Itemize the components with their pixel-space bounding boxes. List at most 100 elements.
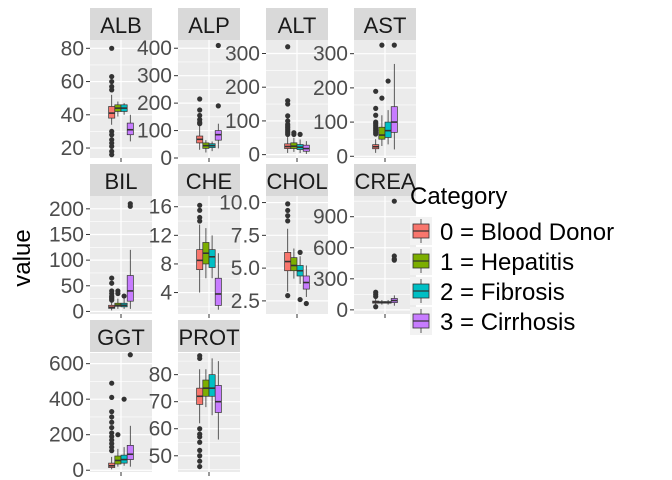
outlier-point [285, 131, 291, 137]
outlier-point [197, 426, 203, 432]
box-group-0 [108, 380, 116, 470]
outlier-point [297, 249, 303, 255]
outlier-point [285, 101, 291, 107]
y-tick-label: 900 [313, 206, 348, 229]
facet-panel-alb: ALB 20 40 60 80 [61, 8, 152, 162]
box-group-1 [290, 130, 298, 152]
outlier-point [121, 396, 127, 402]
facet-panel-prot: PROT 50 60 70 80 [149, 320, 240, 476]
y-tick-label: 100 [313, 111, 348, 134]
box-iqr [208, 374, 216, 397]
legend-label: 0 = Blood Donor [440, 219, 614, 246]
outlier-point [373, 88, 379, 94]
outlier-point [373, 304, 379, 310]
y-tick-label: 300 [313, 268, 348, 291]
box-iqr [390, 106, 398, 133]
outlier-point [197, 355, 203, 362]
outlier-point [109, 409, 115, 415]
facet-strip [90, 320, 152, 352]
legend-items: 0 = Blood Donor 1 = Hepatitis 2 = Fibrosis… [410, 217, 614, 336]
box-group-2 [208, 141, 216, 152]
outlier-point [285, 213, 291, 219]
outlier-point [109, 430, 115, 436]
box-group-3 [126, 201, 134, 309]
outlier-point [197, 447, 203, 453]
outlier-point [109, 45, 115, 51]
facet-panel-crea: CREA 0 300 600 900 [313, 164, 416, 322]
outlier-point [391, 257, 397, 263]
outlier-point [215, 103, 221, 109]
box-iqr [208, 249, 216, 268]
box-group-3 [214, 253, 222, 310]
legend-title: Category [410, 183, 507, 210]
box-group-0 [372, 88, 380, 153]
y-tick-label: 600 [49, 353, 84, 376]
box-group-3 [302, 265, 310, 307]
outlier-point [391, 42, 397, 48]
outlier-point [197, 96, 203, 102]
facet-strip-label: ALB [100, 13, 142, 38]
outlier-point [285, 113, 291, 119]
facet-strip-label: CHE [186, 169, 232, 194]
box-group-2 [296, 249, 304, 303]
outlier-point [373, 112, 379, 118]
box-iqr [384, 121, 392, 138]
y-tick-label: 200 [313, 77, 348, 100]
outlier-point [285, 218, 291, 224]
outlier-point [297, 131, 303, 137]
y-axis-title: value [9, 229, 36, 286]
outlier-point [197, 202, 203, 208]
facet-panel-ast: AST 0 100 200 300 [313, 8, 416, 168]
outlier-point [197, 218, 203, 224]
outlier-point [303, 300, 309, 307]
box-group-0 [108, 45, 116, 158]
outlier-point [197, 453, 203, 459]
outlier-point [109, 448, 115, 454]
facet-strip-label: GGT [97, 325, 145, 350]
box-group-3 [214, 361, 222, 440]
outlier-point [197, 214, 203, 221]
y-tick-label: 150 [49, 223, 84, 246]
outlier-point [115, 290, 121, 297]
outlier-point [285, 207, 291, 214]
outlier-point [109, 143, 115, 149]
box-group-3 [126, 352, 134, 467]
legend-label: 3 = Cirrhosis [440, 309, 575, 336]
facet-panels: ALB20406080ALP0100200300400ALT0100200300… [49, 8, 416, 480]
outlier-point [109, 297, 115, 303]
y-tick-label: 12 [149, 224, 172, 247]
y-tick-label: 80 [61, 37, 84, 60]
y-tick-label: 80 [149, 364, 172, 387]
box-group-3 [390, 198, 398, 306]
outlier-point [109, 275, 115, 281]
outlier-point [127, 352, 133, 358]
outlier-point [373, 105, 379, 112]
outlier-point [197, 434, 203, 440]
outlier-point [379, 95, 385, 101]
outlier-point [385, 78, 391, 84]
y-tick-label: 0 [72, 459, 84, 480]
facet-panel-ggt: GGT 0 200 400 600 [49, 320, 152, 480]
box-group-2 [384, 78, 392, 145]
box-group-0 [196, 353, 204, 470]
box-iqr [126, 122, 134, 136]
box-group-3 [214, 42, 222, 149]
box-iqr [378, 126, 386, 140]
outlier-point [109, 433, 115, 440]
y-tick-label: 200 [49, 424, 84, 447]
y-tick-label: 4 [160, 282, 172, 305]
y-tick-label: 0 [160, 147, 172, 170]
y-tick-label: 50 [149, 445, 172, 468]
outlier-point [109, 394, 115, 401]
box-iqr [108, 106, 116, 119]
y-tick-label: 600 [313, 237, 348, 260]
outlier-point [285, 201, 291, 207]
legend: Category 0 = Blood Donor 1 = Hepatitis 2 =… [410, 183, 614, 336]
y-tick-label: 60 [61, 71, 84, 94]
y-tick-label: 16 [149, 196, 172, 219]
outlier-point [197, 121, 203, 127]
y-tick-label: 2.5 [231, 290, 260, 313]
outlier-point [109, 414, 115, 420]
outlier-point [197, 112, 203, 119]
